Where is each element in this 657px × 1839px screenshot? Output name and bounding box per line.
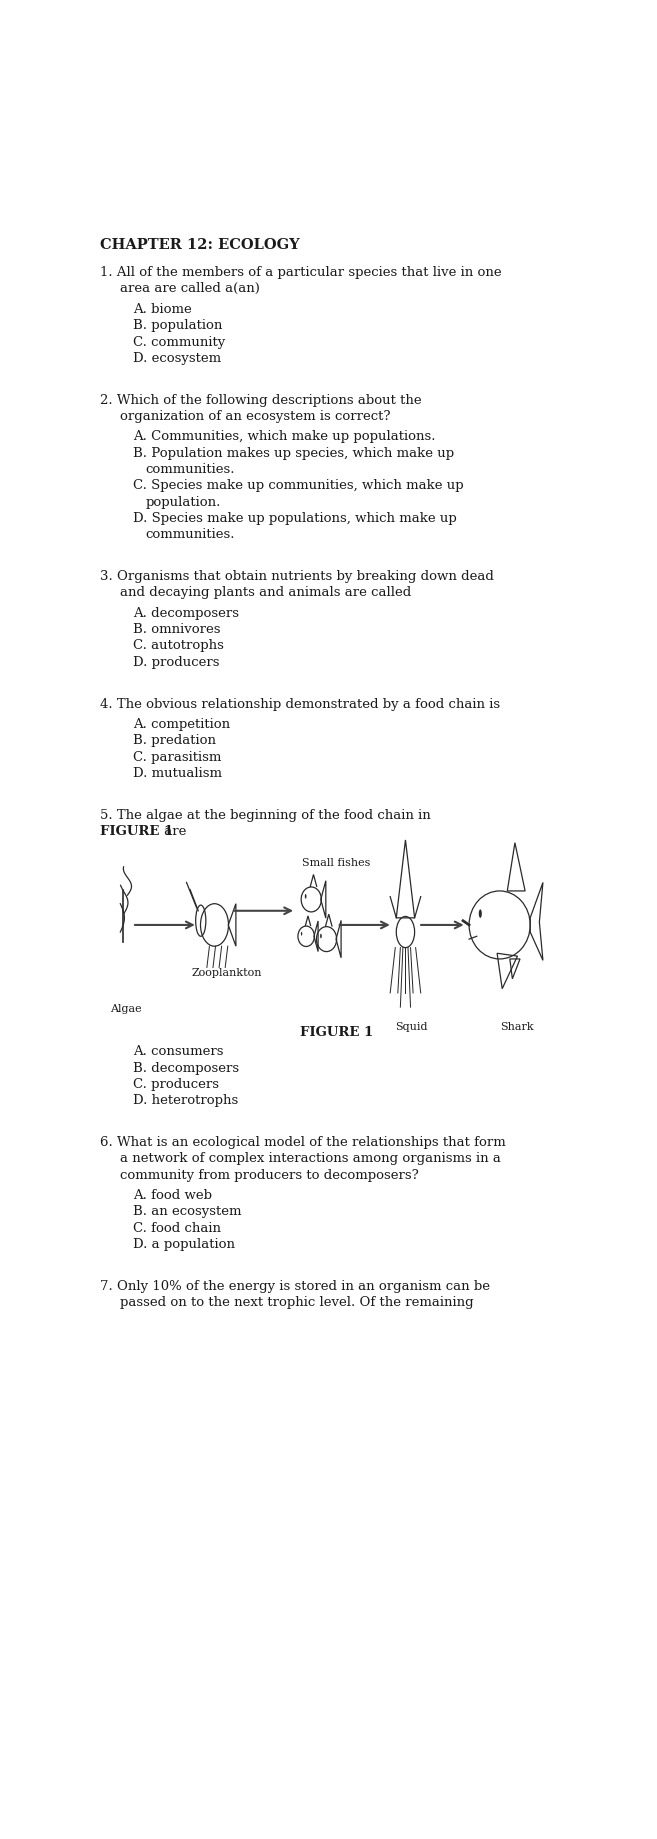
Text: Shark: Shark — [499, 1022, 533, 1032]
Text: B. predation: B. predation — [133, 734, 216, 747]
Text: D. heterotrophs: D. heterotrophs — [133, 1094, 238, 1107]
Text: C. parasitism: C. parasitism — [133, 750, 221, 763]
Ellipse shape — [320, 934, 322, 940]
Text: B. decomposers: B. decomposers — [133, 1061, 239, 1074]
Text: and decaying plants and animals are called: and decaying plants and animals are call… — [120, 587, 411, 600]
Text: D. ecosystem: D. ecosystem — [133, 351, 221, 364]
Ellipse shape — [305, 894, 307, 899]
Ellipse shape — [301, 932, 302, 936]
Text: 6. What is an ecological model of the relationships that form: 6. What is an ecological model of the re… — [100, 1135, 506, 1148]
Text: C. autotrophs: C. autotrophs — [133, 640, 224, 653]
Text: 4. The obvious relationship demonstrated by a food chain is: 4. The obvious relationship demonstrated… — [100, 697, 500, 710]
Text: C. community: C. community — [133, 335, 225, 348]
Text: C. Species make up communities, which make up: C. Species make up communities, which ma… — [133, 480, 464, 493]
Text: organization of an ecosystem is correct?: organization of an ecosystem is correct? — [120, 410, 391, 423]
Text: B. population: B. population — [133, 320, 223, 333]
Ellipse shape — [479, 910, 482, 918]
Text: a network of complex interactions among organisms in a: a network of complex interactions among … — [120, 1151, 501, 1164]
Text: D. mutualism: D. mutualism — [133, 767, 222, 780]
Text: 3. Organisms that obtain nutrients by breaking down dead: 3. Organisms that obtain nutrients by br… — [100, 570, 494, 583]
Text: C. producers: C. producers — [133, 1078, 219, 1091]
Text: communities.: communities. — [146, 528, 235, 541]
Text: communities.: communities. — [146, 463, 235, 476]
Text: A. biome: A. biome — [133, 303, 192, 316]
Text: are: are — [160, 824, 187, 837]
Text: A. decomposers: A. decomposers — [133, 607, 239, 620]
Text: area are called a(an): area are called a(an) — [120, 281, 260, 296]
Text: passed on to the next trophic level. Of the remaining: passed on to the next trophic level. Of … — [120, 1295, 474, 1308]
Text: C. food chain: C. food chain — [133, 1221, 221, 1234]
Text: A. competition: A. competition — [133, 717, 230, 730]
Text: population.: population. — [146, 495, 221, 508]
Text: 7. Only 10% of the energy is stored in an organism can be: 7. Only 10% of the energy is stored in a… — [100, 1280, 490, 1293]
Text: A. food web: A. food web — [133, 1188, 212, 1201]
Text: community from producers to decomposers?: community from producers to decomposers? — [120, 1168, 419, 1181]
Text: B. omnivores: B. omnivores — [133, 623, 221, 636]
Text: Algae: Algae — [110, 1004, 142, 1013]
Text: Zooplankton: Zooplankton — [192, 967, 262, 978]
Text: A. consumers: A. consumers — [133, 1045, 223, 1057]
Text: 2. Which of the following descriptions about the: 2. Which of the following descriptions a… — [100, 394, 422, 406]
Text: 1. All of the members of a particular species that live in one: 1. All of the members of a particular sp… — [100, 267, 501, 280]
Text: 5. The algae at the beginning of the food chain in: 5. The algae at the beginning of the foo… — [100, 809, 431, 822]
Text: FIGURE 1: FIGURE 1 — [100, 824, 173, 837]
Text: D. a population: D. a population — [133, 1238, 235, 1251]
Text: FIGURE 1: FIGURE 1 — [300, 1024, 373, 1037]
Text: D. Species make up populations, which make up: D. Species make up populations, which ma… — [133, 511, 457, 524]
Text: B. Population makes up species, which make up: B. Population makes up species, which ma… — [133, 447, 454, 460]
Text: B. an ecosystem: B. an ecosystem — [133, 1205, 242, 1217]
Text: A. Communities, which make up populations.: A. Communities, which make up population… — [133, 430, 436, 443]
Text: CHAPTER 12: ECOLOGY: CHAPTER 12: ECOLOGY — [100, 237, 300, 252]
Text: Small fishes: Small fishes — [302, 857, 371, 868]
Text: D. producers: D. producers — [133, 655, 219, 668]
Text: Squid: Squid — [396, 1022, 428, 1032]
